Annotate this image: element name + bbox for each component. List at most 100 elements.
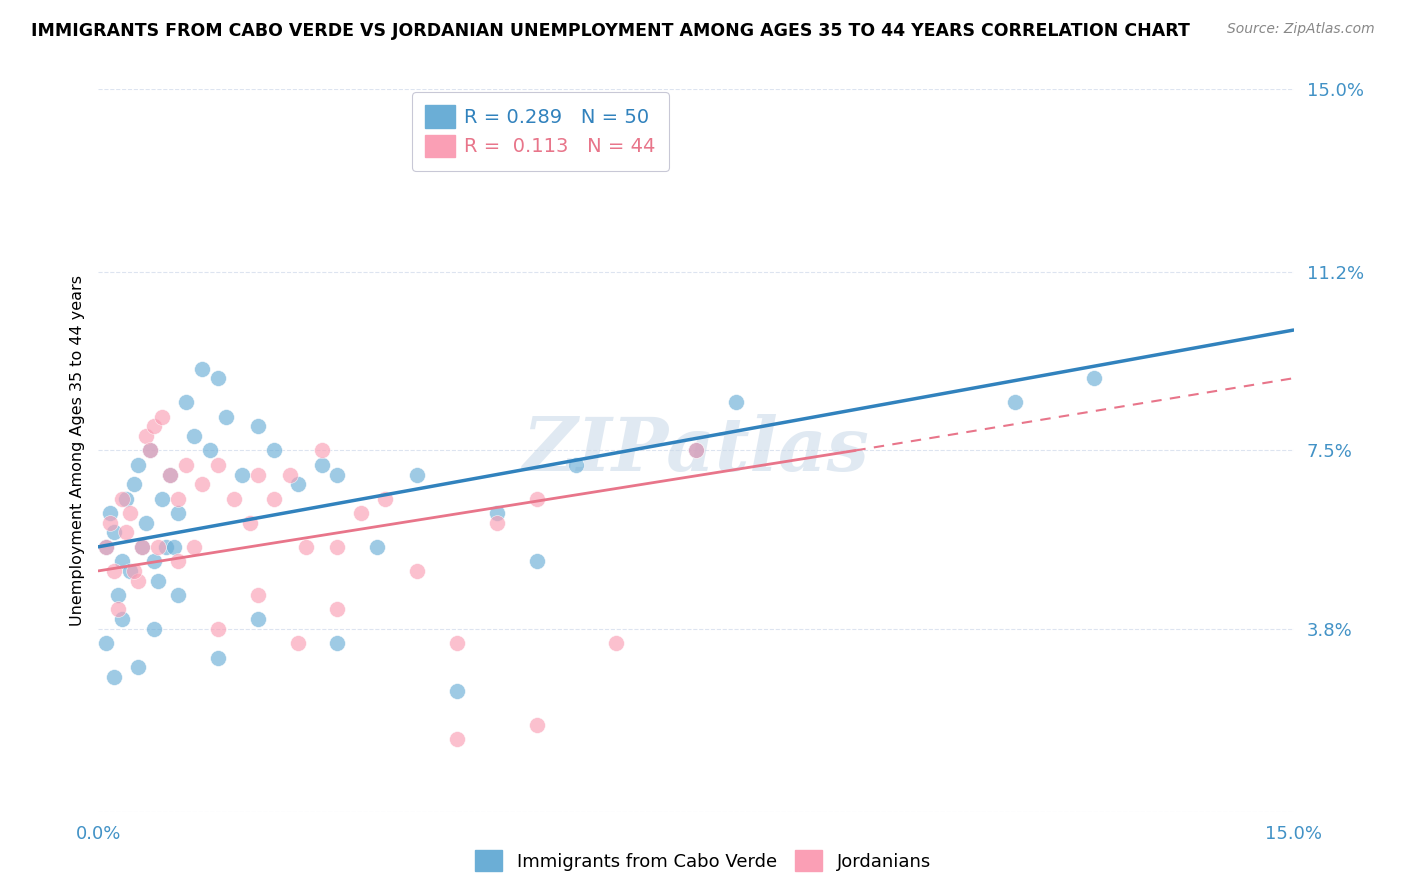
Point (605, 636, 627, 650)
Point (150, 409, 173, 424)
Point (724, 395, 747, 409)
Point (98, 506, 122, 520)
Legend: Immigrants from Cabo Verde, Jordanians: Immigrants from Cabo Verde, Jordanians (468, 843, 938, 879)
Point (326, 602, 349, 616)
Point (124, 477, 146, 491)
Point (98, 516, 122, 530)
Point (311, 443, 333, 458)
Point (246, 419, 269, 434)
Point (246, 612, 269, 626)
Point (103, 670, 125, 684)
Point (111, 491, 134, 506)
Point (167, 554, 190, 568)
Text: Source: ZipAtlas.com: Source: ZipAtlas.com (1227, 22, 1375, 37)
Point (155, 540, 177, 554)
Point (143, 554, 166, 568)
Point (167, 588, 190, 602)
Y-axis label: Unemployment Among Ages 35 to 44 years: Unemployment Among Ages 35 to 44 years (69, 275, 84, 626)
Point (350, 506, 373, 520)
Text: IMMIGRANTS FROM CABO VERDE VS JORDANIAN UNEMPLOYMENT AMONG AGES 35 TO 44 YEARS C: IMMIGRANTS FROM CABO VERDE VS JORDANIAN … (31, 22, 1189, 40)
Point (1083, 371, 1105, 385)
Point (239, 516, 262, 530)
Point (131, 540, 153, 554)
Point (115, 525, 138, 540)
Point (485, 516, 508, 530)
Point (207, 650, 229, 665)
Point (446, 732, 468, 747)
Point (526, 491, 548, 506)
Point (278, 467, 301, 482)
Point (1004, 395, 1026, 409)
Point (124, 564, 146, 578)
Point (406, 467, 429, 482)
Point (446, 636, 468, 650)
Point (107, 602, 129, 616)
Point (366, 540, 388, 554)
Point (526, 718, 548, 732)
Point (96, 540, 118, 554)
Point (485, 506, 508, 520)
Point (103, 564, 125, 578)
Point (374, 491, 396, 506)
Point (685, 443, 707, 458)
Point (174, 395, 197, 409)
Point (127, 574, 149, 588)
Legend: R = 0.289   N = 50, R =  0.113   N = 44: R = 0.289 N = 50, R = 0.113 N = 44 (412, 92, 669, 170)
Point (120, 564, 142, 578)
Text: ZIPatlas: ZIPatlas (523, 414, 869, 487)
Point (406, 564, 429, 578)
Point (294, 540, 316, 554)
Point (174, 458, 197, 472)
Point (526, 554, 548, 568)
Point (207, 622, 229, 636)
Point (263, 491, 285, 506)
Point (107, 588, 129, 602)
Point (143, 622, 166, 636)
Point (246, 588, 269, 602)
Point (127, 458, 149, 472)
Point (148, 574, 170, 588)
Point (135, 516, 157, 530)
Point (167, 506, 190, 520)
Point (326, 636, 349, 650)
Point (96, 636, 118, 650)
Point (246, 467, 269, 482)
Point (215, 409, 238, 424)
Point (96, 540, 118, 554)
Point (207, 458, 229, 472)
Point (191, 477, 214, 491)
Point (326, 540, 349, 554)
Point (326, 467, 349, 482)
Point (111, 612, 134, 626)
Point (685, 443, 707, 458)
Point (139, 443, 162, 458)
Point (159, 467, 181, 482)
Point (446, 684, 468, 698)
Point (131, 540, 153, 554)
Point (207, 371, 229, 385)
Point (135, 429, 157, 443)
Point (198, 443, 221, 458)
Point (167, 491, 190, 506)
Point (163, 540, 186, 554)
Point (183, 540, 205, 554)
Point (150, 491, 173, 506)
Point (111, 554, 134, 568)
Point (143, 419, 166, 434)
Point (222, 491, 245, 506)
Point (287, 477, 309, 491)
Point (159, 467, 181, 482)
Point (127, 660, 149, 674)
Point (183, 429, 205, 443)
Point (148, 540, 170, 554)
Point (103, 525, 125, 540)
Point (287, 636, 309, 650)
Point (311, 458, 333, 472)
Point (231, 467, 253, 482)
Point (263, 443, 285, 458)
Point (115, 491, 138, 506)
Point (139, 443, 162, 458)
Point (191, 361, 214, 376)
Point (120, 506, 142, 520)
Point (565, 458, 588, 472)
